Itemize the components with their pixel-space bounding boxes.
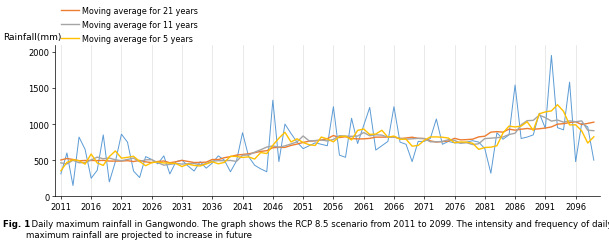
Text: Maximum value: Maximum value bbox=[82, 0, 147, 2]
Text: Moving average for 11 years: Moving average for 11 years bbox=[82, 21, 198, 30]
Text: Moving average for 21 years: Moving average for 21 years bbox=[82, 7, 198, 16]
Text: Rainfall(mm): Rainfall(mm) bbox=[3, 33, 62, 42]
Text: Daily maximum rainfall in Gangwondo. The graph shows the RCP 8.5 scenario from 2: Daily maximum rainfall in Gangwondo. The… bbox=[26, 219, 609, 239]
Text: Moving average for 5 years: Moving average for 5 years bbox=[82, 35, 193, 44]
Text: Fig. 1: Fig. 1 bbox=[3, 219, 30, 228]
